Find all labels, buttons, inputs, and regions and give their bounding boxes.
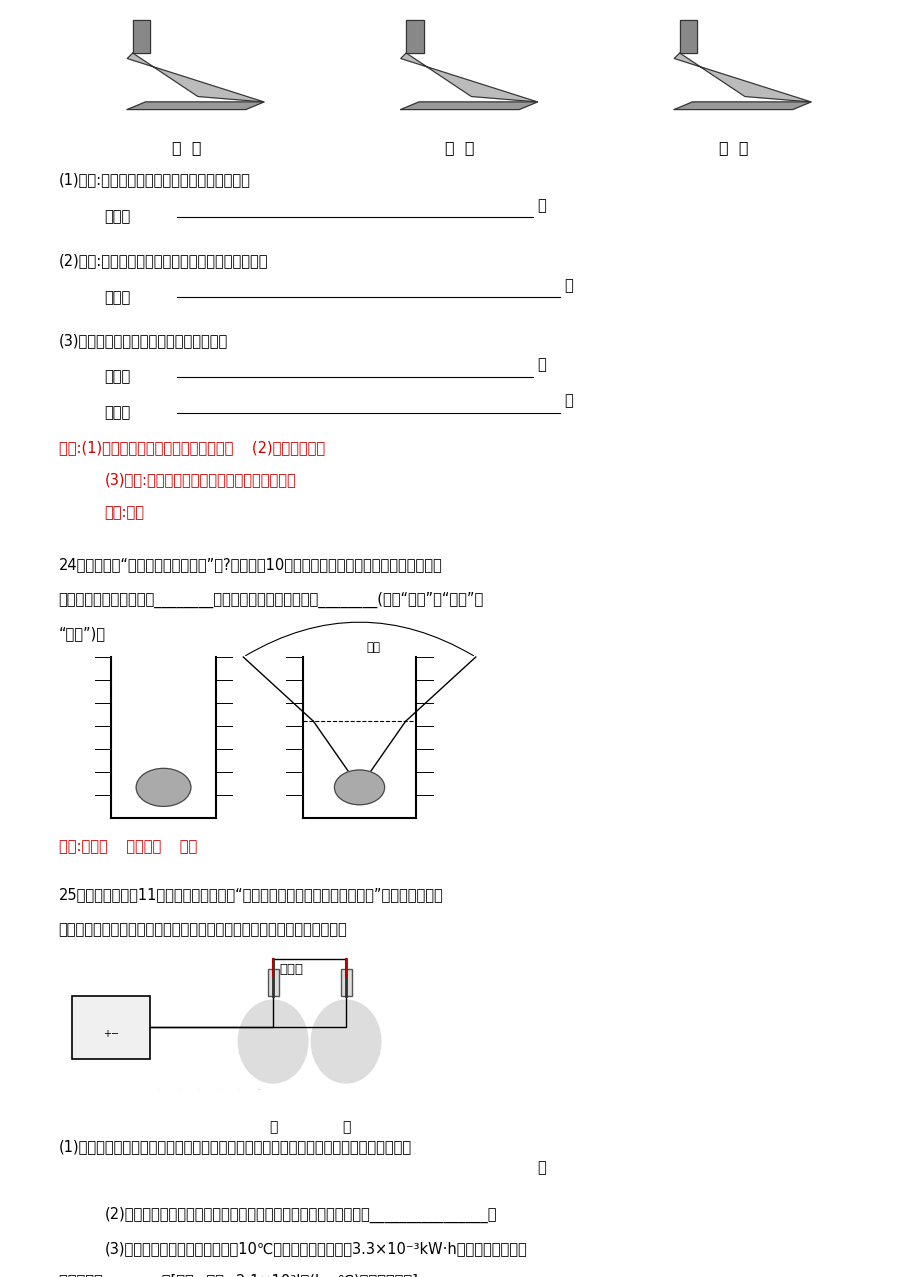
Text: (2)问题:如果运动物体不受力，它将做怎样的运动？: (2)问题:如果运动物体不受力，它将做怎样的运动？: [59, 253, 267, 268]
Polygon shape: [674, 54, 811, 102]
Polygon shape: [127, 54, 264, 102]
Text: (3)若乙瓶中的温度计示数变化了10℃，镁锄合金丝消耗了3.3×10⁻³kW·h的电能，烧瓶中煤: (3)若乙瓶中的温度计示数变化了10℃，镁锄合金丝消耗了3.3×10⁻³kW·h…: [104, 1241, 527, 1257]
Text: 24．你能解释“坐井观天，所见甚小”吗?请你在图10中用光学知识画图说明。若井中有水，井: 24．你能解释“坐井观天，所见甚小”吗?请你在图10中用光学知识画图说明。若井中…: [59, 557, 442, 572]
Text: 回答:减小: 回答:减小: [104, 504, 144, 520]
Polygon shape: [127, 102, 264, 110]
Text: 油的质量是________。[已知c 燃油=2.1×10³J／(kg·℃)，不计热损失]: 油的质量是________。[已知c 燃油=2.1×10³J／(kg·℃)，不计…: [59, 1274, 417, 1277]
Bar: [267, 969, 278, 996]
Polygon shape: [401, 102, 537, 110]
Circle shape: [238, 1000, 308, 1083]
Text: (3)问题:小车向下运动过程中重力势能如何变化: (3)问题:小车向下运动过程中重力势能如何变化: [104, 472, 296, 488]
Text: 毛  巾: 毛 巾: [172, 140, 201, 155]
Text: 棉  布: 棉 布: [445, 140, 474, 155]
Text: 答案:(1)使小车在水平面上的初始速度相同    (2)匀速直线运动: 答案:(1)使小车在水平面上的初始速度相同 (2)匀速直线运动: [59, 439, 324, 455]
Polygon shape: [674, 102, 811, 110]
Text: 装有质量与初温相同的煤油，甲瓶中铜丝的电阴比乙瓶中镁锄合金丝的小。: 装有质量与初温相同的煤油，甲瓶中铜丝的电阴比乙瓶中镁锄合金丝的小。: [59, 922, 347, 937]
Text: (1)问题:为什么要使小车从同一高度自由滑下？: (1)问题:为什么要使小车从同一高度自由滑下？: [59, 172, 250, 188]
Polygon shape: [401, 54, 537, 102]
Circle shape: [311, 1000, 380, 1083]
Ellipse shape: [136, 769, 190, 806]
Polygon shape: [132, 20, 151, 54]
Polygon shape: [679, 20, 697, 54]
Text: (1)为了在较短的时间内达到明显的实验效果，小明选用煤油而不用水做实验，主要是由于: (1)为了在较短的时间内达到明显的实验效果，小明选用煤油而不用水做实验，主要是由…: [59, 1139, 412, 1154]
Text: +  −: + −: [95, 1020, 127, 1034]
Circle shape: [93, 1013, 130, 1056]
Text: 问题：: 问题：: [104, 369, 130, 384]
Text: 。: 。: [564, 278, 573, 294]
Text: 回答：: 回答：: [104, 290, 130, 305]
Text: 答案:如右图    光的折射    变大: 答案:如右图 光的折射 变大: [59, 839, 197, 854]
Text: 温度计: 温度计: [279, 963, 303, 977]
Text: (3)请从机械能角度提出一个问题并回答。: (3)请从机械能角度提出一个问题并回答。: [59, 333, 228, 349]
Text: 回答：: 回答：: [104, 405, 130, 420]
Text: 木  板: 木 板: [718, 140, 747, 155]
Polygon shape: [406, 20, 424, 54]
Bar: [73, 996, 150, 1059]
Text: 底青蛙的位置不变，由于________，青蛙观察到的井上范围将________(选填“变大”、“变小”或: 底青蛙的位置不变，由于________，青蛙观察到的井上范围将________(…: [59, 591, 483, 608]
Text: 范围: 范围: [366, 641, 380, 654]
Text: 甲: 甲: [268, 1120, 277, 1134]
Text: 回答：: 回答：: [104, 209, 130, 225]
Text: 乙: 乙: [342, 1120, 350, 1134]
Text: “不变”)。: “不变”)。: [59, 627, 106, 641]
Text: 。: 。: [537, 1161, 546, 1175]
Text: 。: 。: [564, 393, 573, 409]
Text: 25．小明利用如图11所示的实验装置探究“导体产生的热量与电阴大小的关系”。甲、乙两瓶中: 25．小明利用如图11所示的实验装置探究“导体产生的热量与电阴大小的关系”。甲、…: [59, 888, 443, 903]
Text: +−: +−: [103, 1029, 119, 1038]
Text: (2)实验中，乙瓶中的温度计示数升高的快，由此得出的实验结论是________________。: (2)实验中，乙瓶中的温度计示数升高的快，由此得出的实验结论是_________…: [104, 1207, 496, 1223]
Text: 。: 。: [537, 198, 546, 213]
Ellipse shape: [335, 770, 384, 805]
Bar: [340, 969, 351, 996]
Text: 。: 。: [537, 358, 546, 373]
